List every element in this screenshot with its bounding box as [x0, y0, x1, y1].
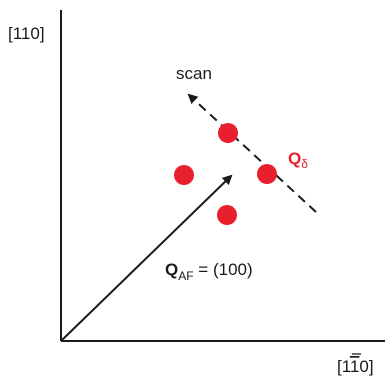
q-af-value: = (100) [194, 260, 253, 279]
x-axis-label-post: 0] [359, 357, 373, 376]
q-af-label: QAF = (100) [165, 260, 253, 283]
q-af-arrow [60, 174, 233, 342]
peak-dot-bottom [217, 205, 237, 225]
q-af-subscript: AF [178, 269, 193, 283]
q-delta-symbol: Q [288, 149, 301, 168]
q-delta-subscript: δ [301, 157, 308, 171]
peak-dot-left [174, 165, 194, 185]
x-axis-label-bar-digit: 1 [350, 357, 359, 376]
x-axis-label: [110] [337, 357, 374, 376]
scan-label: scan [176, 64, 212, 83]
peak-dot-right [257, 164, 277, 184]
peak-dot-top [218, 123, 238, 143]
scan-arrow [187, 93, 317, 213]
x-axis-label-pre: [1 [337, 357, 351, 376]
q-af-symbol: Q [165, 260, 178, 279]
q-delta-label: Qδ [288, 149, 308, 171]
y-axis-label: [110] [8, 24, 45, 43]
